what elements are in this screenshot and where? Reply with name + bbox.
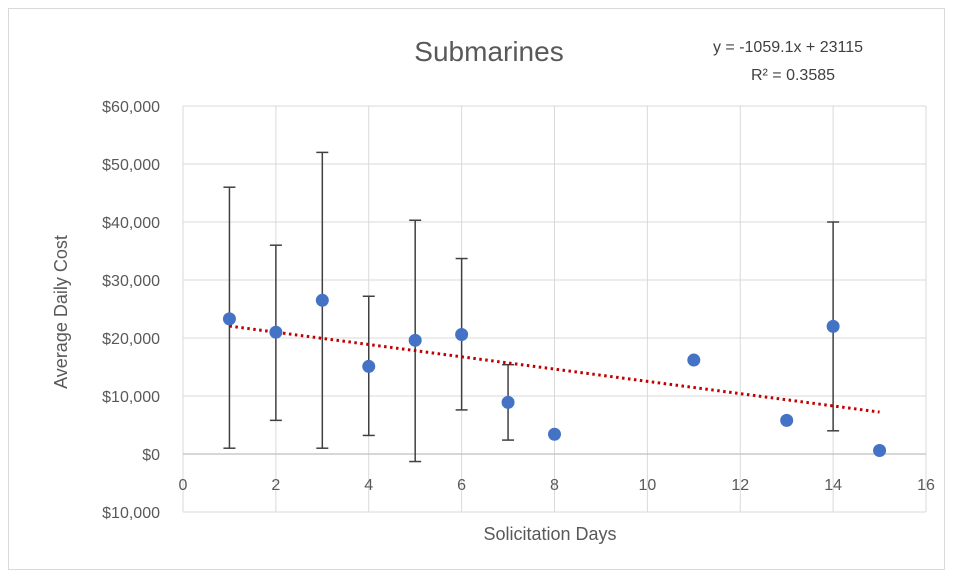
data-point bbox=[408, 333, 422, 347]
x-tick-label: 2 bbox=[271, 477, 280, 494]
data-point bbox=[455, 328, 469, 342]
y-axis-label: Average Daily Cost bbox=[51, 235, 71, 389]
x-tick-label: 10 bbox=[638, 477, 656, 494]
y-tick-label: $40,000 bbox=[102, 215, 160, 232]
x-tick-label: 4 bbox=[364, 477, 373, 494]
data-point bbox=[222, 312, 236, 326]
x-axis-label: Solicitation Days bbox=[483, 524, 616, 544]
x-tick-label: 8 bbox=[550, 477, 559, 494]
trendline-equation: y = -1059.1x + 23115 bbox=[713, 39, 863, 56]
data-point bbox=[548, 427, 561, 441]
data-point bbox=[826, 319, 840, 333]
data-point bbox=[687, 353, 701, 367]
data-point bbox=[501, 395, 515, 409]
y-tick-label: $20,000 bbox=[102, 331, 160, 348]
trendline-r-squared: R² = 0.3585 bbox=[751, 67, 835, 84]
y-tick-label: $10,000 bbox=[102, 389, 160, 406]
x-tick-label: 0 bbox=[179, 477, 188, 494]
x-tick-label: 16 bbox=[917, 477, 935, 494]
x-tick-label: 6 bbox=[457, 477, 466, 494]
x-tick-label: 14 bbox=[824, 477, 842, 494]
data-point bbox=[780, 413, 794, 427]
data-point bbox=[269, 325, 283, 339]
y-tick-label: $10,000 bbox=[102, 505, 160, 522]
y-tick-label: $60,000 bbox=[102, 99, 160, 116]
data-point bbox=[873, 444, 887, 458]
chart-title: Submarines bbox=[414, 36, 563, 67]
y-tick-label: $50,000 bbox=[102, 157, 160, 174]
y-tick-label: $0 bbox=[142, 447, 160, 464]
trendline bbox=[229, 324, 880, 414]
x-tick-label: 12 bbox=[731, 477, 749, 494]
data-point bbox=[362, 359, 376, 373]
data-point bbox=[315, 293, 329, 307]
chart-frame bbox=[8, 8, 945, 570]
y-tick-label: $30,000 bbox=[102, 273, 160, 290]
